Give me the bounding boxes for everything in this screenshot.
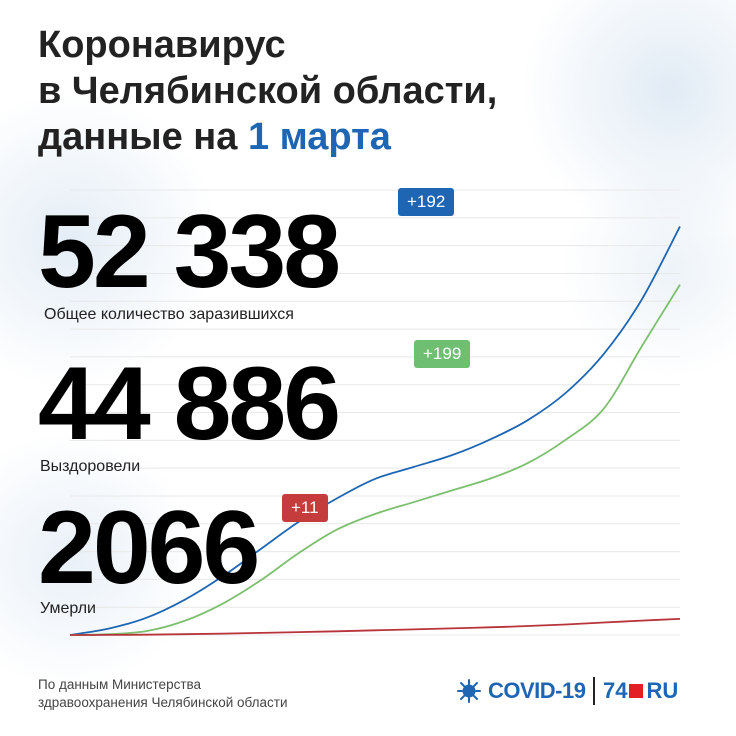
- deaths-series-line: [69, 618, 681, 636]
- page-title: Коронавирус в Челябинской области, данны…: [38, 22, 497, 160]
- brand-red-square-icon: [629, 684, 644, 698]
- snowflake-decoration: [560, 160, 736, 380]
- recovered-count: 44 886: [38, 346, 341, 462]
- logo-block: COVID-19 74 RU: [456, 674, 678, 708]
- title-line-1: Коронавирус: [38, 24, 286, 66]
- virus-icon: [457, 679, 481, 703]
- title-line-3-prefix: данные на: [38, 116, 248, 158]
- infected-label: Общее количество заразившихся: [44, 306, 294, 323]
- chart-grid: [70, 189, 680, 636]
- title-line-2: в Челябинской области,: [38, 70, 498, 112]
- source-line-2: здравоохранения Челябинской области: [38, 695, 288, 710]
- source-note: По данным Министерства здравоохранения Ч…: [38, 676, 288, 712]
- brand-suffix: RU: [646, 678, 679, 703]
- brand-prefix: 74: [602, 678, 628, 703]
- deaths-delta-badge: +11: [282, 494, 328, 522]
- title-date: 1 марта: [247, 116, 391, 158]
- infected-count: 52 338: [38, 194, 341, 310]
- recovered-label: Выздоровели: [40, 458, 141, 475]
- source-line-1: По данным Министерства: [38, 677, 202, 692]
- deaths-count: 2066: [38, 490, 260, 606]
- recovered-series-line: [69, 284, 681, 636]
- snowflake-decoration: [0, 430, 200, 690]
- infected-delta-badge: +192: [398, 188, 455, 216]
- logo-divider: [593, 677, 595, 705]
- chart-lines: [69, 225, 681, 636]
- covid-logo-text: COVID-19: [488, 678, 586, 703]
- infected-series-line: [69, 225, 681, 636]
- deaths-label: Умерли: [40, 600, 96, 617]
- brand-logo: 74 RU: [603, 678, 678, 704]
- recovered-delta-badge: +199: [414, 340, 471, 368]
